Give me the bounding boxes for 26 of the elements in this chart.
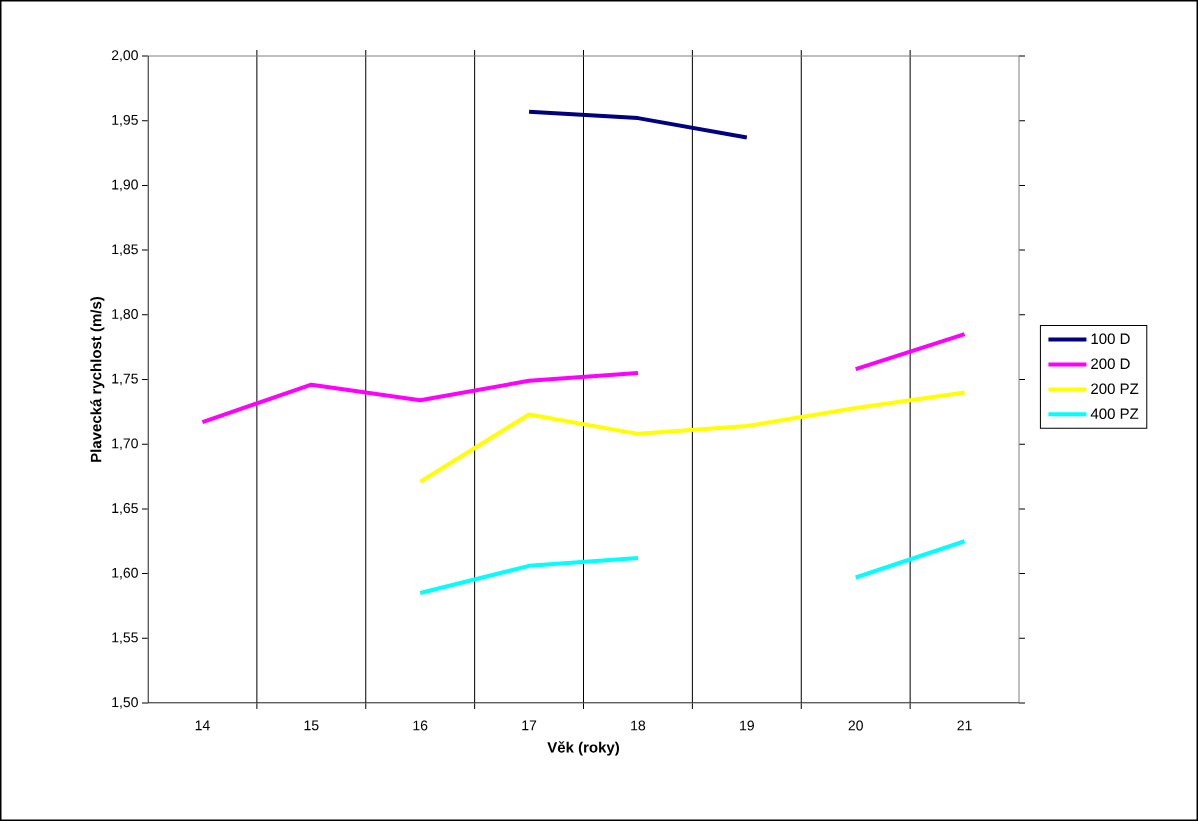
legend-label: 100 D: [1091, 333, 1130, 345]
x-tick-label: 19: [740, 720, 754, 731]
y-tick-label: 1,75: [112, 373, 138, 386]
legend-label: 200 PZ: [1091, 383, 1139, 395]
x-tick-label: 14: [195, 720, 210, 731]
x-tick-label: 17: [522, 720, 537, 731]
y-tick-label: 1,50: [112, 697, 138, 709]
y-tick-label: 1,60: [112, 567, 138, 580]
y-tick-label: 1,95: [112, 114, 138, 127]
y-tick-label: 1,80: [112, 309, 138, 321]
x-tick-label: 20: [848, 720, 863, 731]
y-axis-title: Plavecká rychlost (m/s): [90, 296, 105, 462]
x-axis-title: Věk (roky): [547, 741, 620, 756]
y-tick-label: 2,00: [111, 50, 138, 62]
y-tick-label: 1,55: [112, 632, 138, 645]
y-tick-label: 1,70: [112, 438, 138, 450]
x-tick-label: 21: [957, 720, 972, 731]
x-tick-label: 16: [413, 720, 428, 731]
legend-label: 400 PZ: [1090, 408, 1139, 419]
x-tick-label: 15: [304, 720, 319, 731]
line-series: [418, 390, 967, 484]
y-tick-label: 1,85: [112, 244, 138, 256]
x-tick-label: 18: [631, 720, 646, 731]
y-tick-label: 1,90: [112, 179, 138, 192]
y-tick-label: 1,65: [112, 503, 138, 515]
legend-label: 200 D: [1091, 358, 1130, 370]
